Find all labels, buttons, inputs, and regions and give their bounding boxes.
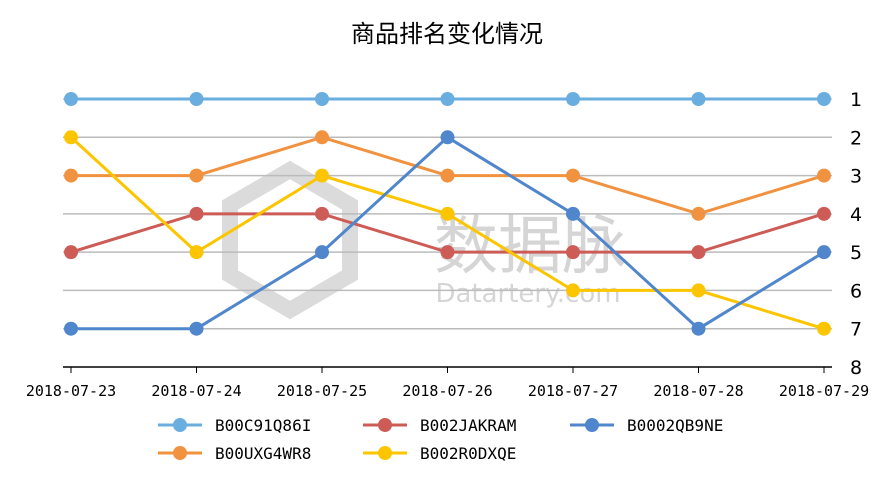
legend-marker (585, 418, 599, 432)
data-point (691, 92, 706, 106)
data-point (64, 92, 78, 106)
data-point (440, 245, 455, 260)
legend-label: B00UXG4WR8 (215, 444, 311, 463)
x-tick-label: 2018-07-26 (402, 382, 492, 400)
data-point (566, 206, 580, 221)
x-tick-label: 2018-07-28 (653, 382, 743, 400)
data-point (440, 92, 455, 106)
data-point (189, 321, 204, 336)
data-point (691, 283, 706, 298)
y-tick-label: 3 (850, 166, 862, 188)
data-point (440, 168, 455, 183)
data-point (817, 206, 831, 221)
data-point (691, 206, 706, 221)
chart-title: 商品排名变化情况 (351, 20, 543, 48)
data-point (315, 130, 329, 145)
watermark-url: Datartery.com (435, 279, 620, 309)
data-point (817, 92, 831, 106)
legend-label: B002R0DXQE (420, 444, 516, 463)
data-point (566, 168, 580, 183)
data-point (189, 245, 204, 260)
x-tick-label: 2018-07-24 (151, 382, 241, 400)
y-tick-label: 2 (850, 127, 862, 149)
legend-marker (173, 418, 187, 432)
data-point (440, 206, 455, 221)
x-tick-label: 2018-07-29 (779, 382, 869, 400)
data-point (691, 321, 706, 336)
data-point (64, 245, 78, 260)
x-tick-label: 2018-07-25 (277, 382, 367, 400)
watermark-text: 数据脉 (434, 210, 626, 284)
legend-label: B00C91Q86I (215, 416, 311, 435)
legend-marker (378, 446, 392, 460)
data-point (566, 92, 580, 106)
data-point (315, 245, 329, 260)
data-point (566, 245, 580, 260)
data-point (817, 168, 831, 183)
data-point (64, 168, 78, 183)
y-tick-label: 4 (850, 204, 862, 226)
legend-label: B002JAKRAM (420, 416, 516, 435)
data-point (64, 321, 78, 336)
x-tick-label: 2018-07-23 (26, 382, 116, 400)
data-point (817, 245, 831, 260)
legend-label: B0002QB9NE (627, 416, 723, 435)
legend-marker (378, 418, 392, 432)
data-point (189, 206, 204, 221)
data-point (566, 283, 580, 298)
data-point (315, 206, 329, 221)
watermark-logo-icon (222, 160, 358, 320)
y-tick-label: 7 (850, 319, 862, 341)
data-point (315, 168, 329, 183)
data-point (440, 130, 455, 145)
data-point (189, 92, 204, 106)
data-point (817, 321, 831, 336)
y-tick-label: 1 (850, 89, 862, 111)
y-tick-label: 8 (850, 357, 862, 379)
data-point (64, 130, 78, 145)
y-tick-label: 6 (850, 280, 862, 302)
data-point (691, 245, 706, 260)
data-point (189, 168, 204, 183)
data-point (315, 92, 329, 106)
x-tick-label: 2018-07-27 (528, 382, 618, 400)
legend-marker (173, 446, 187, 460)
y-tick-label: 5 (850, 242, 862, 264)
